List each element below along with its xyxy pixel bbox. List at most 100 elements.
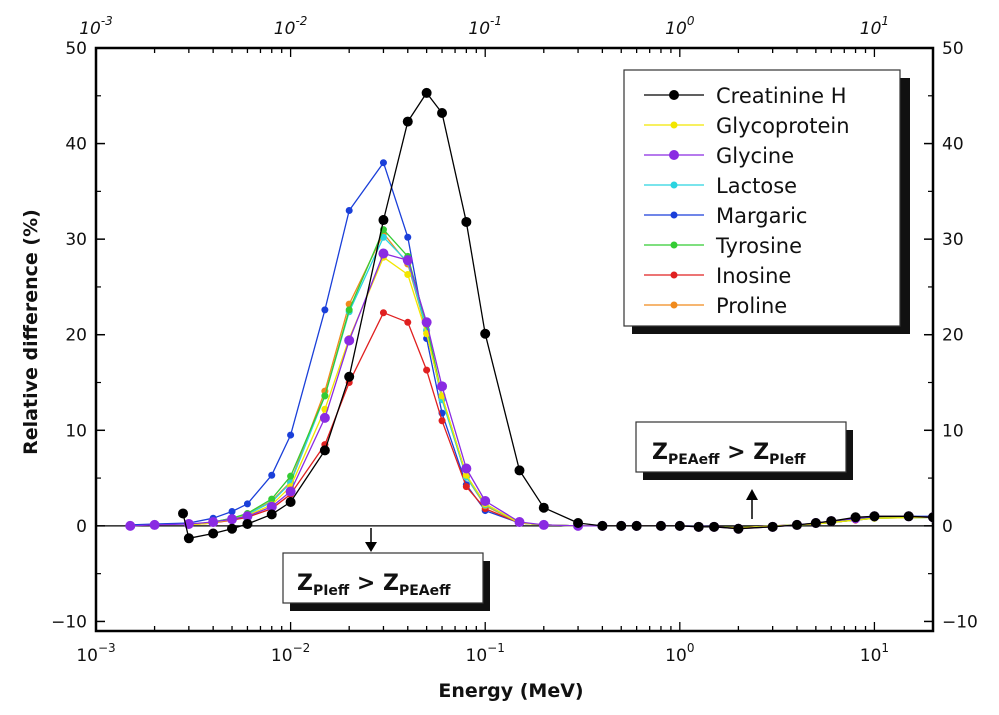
data-point-creatinine-h xyxy=(903,511,914,522)
legend-marker xyxy=(669,150,679,160)
legend-label: Proline xyxy=(716,294,787,318)
data-point-creatinine-h xyxy=(402,116,413,127)
annotation-upper: ZPEAeff > ZPIeff xyxy=(635,421,853,519)
data-point-glycine xyxy=(538,519,549,530)
data-point-tyrosine xyxy=(321,392,329,400)
data-point-inosine xyxy=(438,417,446,425)
data-point-creatinine-h xyxy=(421,87,432,98)
data-point-tyrosine xyxy=(268,495,276,503)
legend-marker xyxy=(670,241,678,249)
y-tick-label-right: 10 xyxy=(942,421,964,441)
data-point-glycine xyxy=(266,501,277,512)
legend-entry-lactose: Lactose xyxy=(644,174,797,198)
legend-label: Inosine xyxy=(716,264,791,288)
y-tick-label-right: −10 xyxy=(942,612,978,632)
data-point-glycine xyxy=(378,248,389,259)
data-point-tyrosine xyxy=(345,306,353,314)
y-tick-label-right: 20 xyxy=(942,326,964,346)
annotation-lower-box xyxy=(282,552,484,604)
data-point-creatinine-h xyxy=(344,371,355,382)
legend-entry-tyrosine: Tyrosine xyxy=(644,234,802,258)
data-point-margaric xyxy=(379,159,387,167)
x-tick-label-bottom: 10−2 xyxy=(271,641,310,666)
data-point-creatinine-h xyxy=(178,508,189,519)
annotation-upper-text: ZPEAeff > ZPIeff xyxy=(652,440,806,468)
legend-marker xyxy=(670,121,678,129)
y-tick-label-right: 50 xyxy=(942,39,964,59)
x-tick-label-top: 10-2 xyxy=(274,14,308,39)
data-point-margaric xyxy=(404,233,412,241)
y-tick-label-left: 50 xyxy=(65,39,87,59)
y-tick-label-left: 40 xyxy=(65,135,87,155)
data-point-creatinine-h xyxy=(227,523,238,534)
data-point-creatinine-h xyxy=(693,521,704,532)
y-tick-label-left: −10 xyxy=(51,612,87,632)
data-point-glycine xyxy=(480,496,491,507)
y-axis-title: Relative difference (%) xyxy=(20,209,42,455)
data-point-creatinine-h xyxy=(378,215,389,226)
data-point-creatinine-h xyxy=(850,512,861,523)
data-point-creatinine-h xyxy=(869,511,880,522)
legend-box xyxy=(623,69,901,327)
data-point-glycine xyxy=(437,381,448,392)
data-point-inosine xyxy=(379,309,387,317)
annotation-lower: ZPIeff > ZPEAeff xyxy=(282,528,490,611)
data-point-creatinine-h xyxy=(242,518,253,529)
data-point-creatinine-h xyxy=(480,328,491,339)
x-tick-label-bottom: 100 xyxy=(665,641,694,666)
data-point-creatinine-h xyxy=(616,520,627,531)
y-tick-label-right: 30 xyxy=(942,230,964,250)
legend-label: Glycoprotein xyxy=(716,114,850,138)
legend-label: Lactose xyxy=(716,174,797,198)
legend-label: Margaric xyxy=(716,204,807,228)
legend-entries: Creatinine H Glycoprotein Glycine Lactose Ma… xyxy=(644,84,850,318)
y-tick-label-left: 0 xyxy=(76,517,87,537)
x-tick-label-top: 100 xyxy=(665,14,695,39)
data-point-creatinine-h xyxy=(810,518,821,529)
data-point-creatinine-h xyxy=(674,520,685,531)
data-point-creatinine-h xyxy=(597,520,608,531)
y-tick-label-right: 40 xyxy=(942,135,964,155)
data-point-creatinine-h xyxy=(709,521,720,532)
x-tick-label-top: 101 xyxy=(860,14,889,39)
data-point-creatinine-h xyxy=(208,528,219,539)
data-point-glycine xyxy=(285,486,296,497)
data-point-creatinine-h xyxy=(461,216,472,227)
data-point-creatinine-h xyxy=(791,519,802,530)
annotation-upper-arrow-head xyxy=(746,489,758,500)
legend-marker xyxy=(669,90,679,100)
data-point-margaric xyxy=(345,206,353,214)
data-point-glycoprotein xyxy=(462,471,470,479)
legend: Creatinine H Glycoprotein Glycine Lactose Ma… xyxy=(623,69,910,334)
legend-marker xyxy=(670,271,678,279)
x-tick-label-bottom: 101 xyxy=(860,641,889,666)
legend-entry-inosine: Inosine xyxy=(644,264,791,288)
annotation-upper-box xyxy=(635,421,847,473)
data-point-glycine xyxy=(421,317,432,328)
legend-entry-proline: Proline xyxy=(644,294,787,318)
x-tick-label-bottom: 10−1 xyxy=(466,641,505,666)
data-point-creatinine-h xyxy=(538,502,549,513)
legend-entry-margaric: Margaric xyxy=(644,204,807,228)
data-point-creatinine-h xyxy=(285,496,296,507)
data-point-glycoprotein xyxy=(404,271,412,279)
legend-marker xyxy=(670,181,678,189)
data-point-creatinine-h xyxy=(631,520,642,531)
data-point-lactose xyxy=(379,233,387,241)
annotation-lower-arrow-head xyxy=(365,542,377,552)
data-series xyxy=(125,87,933,544)
y-tick-label-left: 30 xyxy=(65,230,87,250)
data-point-glycine xyxy=(125,520,136,531)
data-point-glycine xyxy=(319,412,330,423)
data-point-glycine xyxy=(242,511,253,522)
data-point-glycine xyxy=(461,463,472,474)
data-point-margaric xyxy=(287,431,295,439)
data-point-glycine xyxy=(149,519,160,530)
data-point-creatinine-h xyxy=(655,520,666,531)
data-point-glycine xyxy=(514,517,525,528)
data-point-creatinine-h xyxy=(437,107,448,118)
data-point-creatinine-h xyxy=(826,516,837,527)
x-tick-label-top: 10-3 xyxy=(79,14,113,39)
data-point-creatinine-h xyxy=(183,533,194,544)
